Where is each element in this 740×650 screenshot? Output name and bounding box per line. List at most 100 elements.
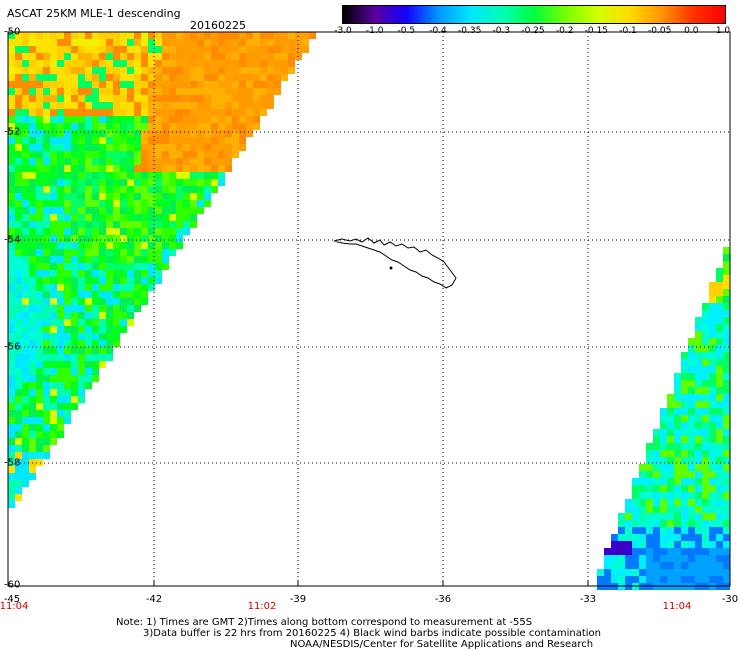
wind-cell (113, 228, 120, 235)
wind-cell (29, 396, 36, 403)
wind-cell (43, 375, 50, 382)
wind-cell (15, 235, 22, 242)
wind-cell (709, 331, 716, 338)
wind-cell (716, 471, 723, 478)
wind-cell (78, 333, 85, 340)
wind-cell (162, 81, 169, 88)
wind-cell (64, 326, 71, 333)
wind-cell (43, 431, 50, 438)
wind-cell (78, 158, 85, 165)
wind-cell (113, 235, 120, 242)
wind-cell (723, 380, 730, 387)
wind-cell (15, 277, 22, 284)
wind-cell (92, 214, 99, 221)
wind-cell (120, 95, 127, 102)
wind-cell (155, 123, 162, 130)
wind-cell (71, 368, 78, 375)
wind-cell (653, 492, 660, 499)
wind-cell (36, 368, 43, 375)
wind-cell (15, 340, 22, 347)
wind-cell (716, 541, 723, 548)
wind-cell (141, 228, 148, 235)
wind-cell (43, 291, 50, 298)
wind-cell (709, 415, 716, 422)
wind-cell (71, 298, 78, 305)
wind-cell (688, 380, 695, 387)
wind-cell (688, 394, 695, 401)
wind-cell (197, 158, 204, 165)
wind-cell (43, 424, 50, 431)
wind-cell (211, 165, 218, 172)
wind-cell (92, 81, 99, 88)
wind-cell (253, 67, 260, 74)
wind-cell (660, 513, 667, 520)
wind-cell (134, 53, 141, 60)
wind-cell (29, 445, 36, 452)
wind-cell (190, 130, 197, 137)
wind-cell (71, 382, 78, 389)
wind-cell (288, 32, 295, 39)
wind-cell (162, 67, 169, 74)
wind-cell (15, 291, 22, 298)
wind-cell (211, 186, 218, 193)
wind-cell (113, 333, 120, 340)
wind-cell (674, 541, 681, 548)
wind-cell (78, 130, 85, 137)
wind-cell (71, 361, 78, 368)
wind-cell (688, 429, 695, 436)
wind-cell (141, 88, 148, 95)
color-scale-tick: -0.3 (492, 26, 511, 36)
wind-cell (197, 46, 204, 53)
wind-cell (204, 158, 211, 165)
wind-cell (29, 305, 36, 312)
wind-cell (141, 298, 148, 305)
wind-cell (723, 471, 730, 478)
wind-cell (99, 179, 106, 186)
wind-cell (71, 333, 78, 340)
wind-cell (50, 151, 57, 158)
wind-cell (8, 438, 15, 445)
wind-cell (674, 408, 681, 415)
wind-cell (22, 417, 29, 424)
wind-cell (64, 361, 71, 368)
wind-cell (78, 109, 85, 116)
wind-cell (141, 186, 148, 193)
wind-cell (302, 46, 309, 53)
wind-cell (29, 123, 36, 130)
color-scale-tick: -0.35 (458, 26, 482, 36)
wind-cell (78, 270, 85, 277)
wind-cell (127, 32, 134, 39)
wind-cell (716, 520, 723, 527)
wind-cell (646, 548, 653, 555)
wind-cell (169, 32, 176, 39)
wind-cell (148, 158, 155, 165)
wind-cell (716, 324, 723, 331)
wind-cell (218, 158, 225, 165)
wind-cell (281, 60, 288, 67)
wind-cell (43, 417, 50, 424)
wind-cell (646, 492, 653, 499)
wind-cell (197, 109, 204, 116)
wind-cell (134, 172, 141, 179)
wind-cell (134, 109, 141, 116)
wind-cell (681, 457, 688, 464)
wind-cell (695, 422, 702, 429)
wind-cell (15, 228, 22, 235)
wind-cell (64, 347, 71, 354)
wind-cell (99, 193, 106, 200)
wind-cell (169, 172, 176, 179)
wind-cell (43, 95, 50, 102)
wind-cell (260, 102, 267, 109)
wind-cell (92, 354, 99, 361)
wind-cell (702, 443, 709, 450)
wind-cell (64, 354, 71, 361)
wind-cell (709, 373, 716, 380)
wind-cell (148, 179, 155, 186)
wind-cell (723, 289, 730, 296)
wind-cell (190, 102, 197, 109)
wind-cell (176, 137, 183, 144)
wind-cell (688, 352, 695, 359)
wind-cell (183, 102, 190, 109)
wind-cell (106, 354, 113, 361)
wind-cell (211, 130, 218, 137)
